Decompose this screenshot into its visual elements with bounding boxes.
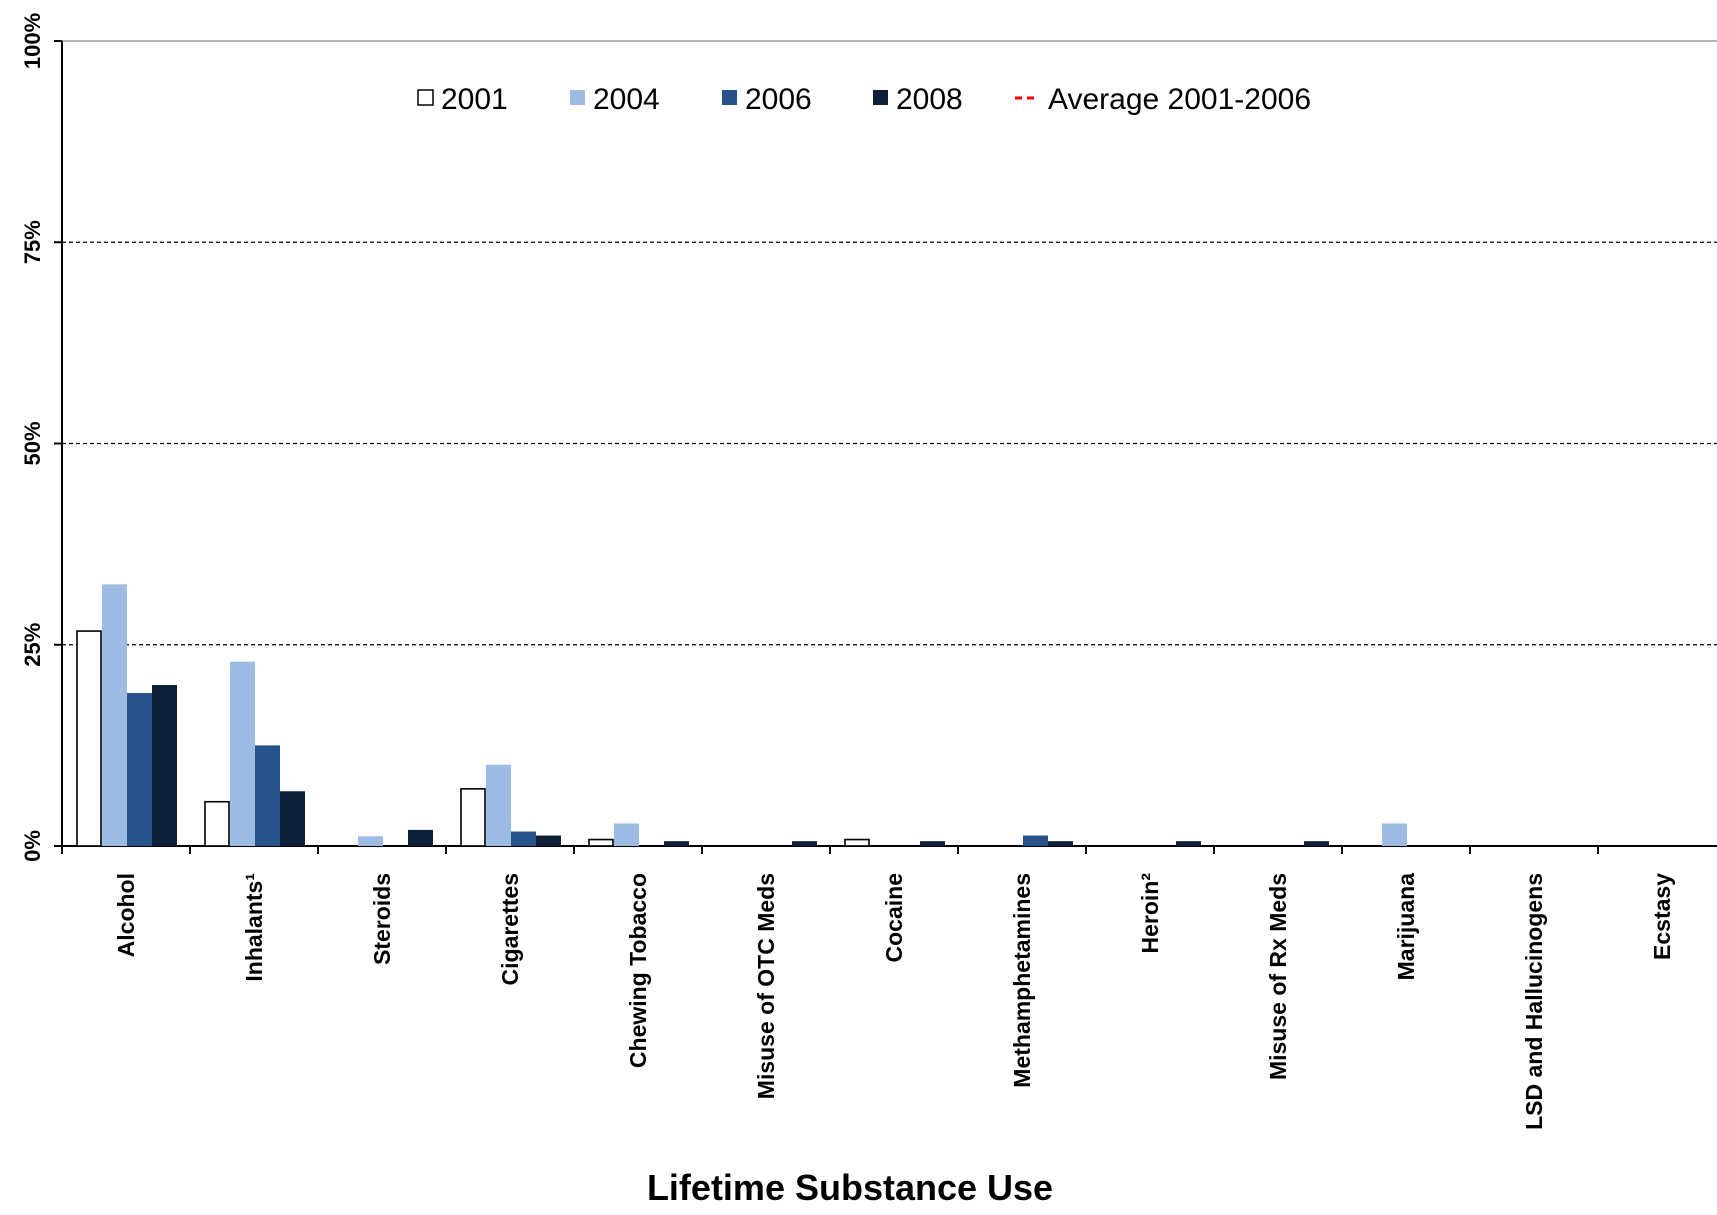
legend-item-2006: 2006 — [722, 83, 812, 116]
legend-label: 2001 — [441, 83, 508, 116]
legend-swatch — [722, 90, 737, 105]
legend-item-2008: 2008 — [873, 83, 963, 116]
bar-2008-2 — [408, 829, 433, 846]
bar-2006-1 — [255, 745, 280, 846]
bar-2001-1 — [204, 800, 230, 847]
legend-swatch — [570, 90, 585, 105]
legend-item-Average 2001-2006: Average 2001-2006 — [1015, 83, 1311, 116]
x-tick-label: Marijuana — [1393, 873, 1419, 981]
legend-item-2001: 2001 — [417, 83, 508, 116]
bar-2006-3 — [511, 831, 536, 846]
bar-2008-3 — [536, 835, 561, 846]
x-tick-label: Methamphetamines — [1009, 873, 1035, 1088]
legend-label: Average 2001-2006 — [1048, 83, 1311, 116]
legend-label: 2008 — [896, 83, 963, 116]
y-tick-label: 100% — [20, 13, 45, 69]
legend-label: 2004 — [593, 83, 660, 116]
x-tick-label: Inhalants¹ — [241, 873, 267, 982]
bar-2004-3 — [486, 764, 511, 846]
bar-2008-9 — [1304, 841, 1329, 846]
legend-label: 2006 — [745, 83, 812, 116]
gridlines — [62, 40, 1717, 646]
y-tick-label: 75% — [20, 220, 45, 264]
bars — [76, 584, 1407, 847]
bar-2008-8 — [1176, 841, 1201, 846]
bar-2001-3 — [460, 788, 486, 847]
bar-2008-6 — [920, 841, 945, 846]
x-tick-label: Ecstasy — [1649, 873, 1675, 960]
x-tick-label: Cigarettes — [497, 873, 523, 985]
legend-swatch — [417, 89, 434, 106]
x-tick-label: Steroids — [369, 873, 395, 965]
bar-2008-4 — [664, 841, 689, 846]
legend-swatch — [873, 90, 888, 105]
x-tick-label: Alcohol — [113, 873, 139, 957]
bar-2008-5 — [792, 841, 817, 846]
x-tick-label: Misuse of Rx Meds — [1265, 873, 1291, 1080]
x-tick-label: Cocaine — [881, 873, 907, 962]
bar-2008-1 — [280, 791, 305, 846]
y-tick-label: 0% — [20, 830, 45, 862]
bar-2006-0 — [127, 693, 152, 846]
bar-2001-4 — [588, 838, 614, 847]
x-tick-label: Heroin² — [1137, 873, 1163, 954]
bar-2006-7 — [1023, 835, 1048, 846]
x-axis-title: Lifetime Substance Use — [647, 1167, 1053, 1208]
bar-2004-10 — [1382, 823, 1407, 846]
axes — [54, 40, 1717, 854]
x-axis-tick-labels: Alcohol Inhalants¹ Steroids Cigarettes Chewi… — [113, 873, 1675, 1130]
bar-2008-0 — [152, 685, 177, 846]
x-tick-label: LSD and Hallucinogens — [1521, 873, 1547, 1130]
y-tick-label: 50% — [20, 421, 45, 465]
y-tick-label: 25% — [20, 623, 45, 667]
x-tick-label: Misuse of OTC Meds — [753, 873, 779, 1099]
bar-2008-7 — [1048, 841, 1073, 846]
bar-2001-0 — [76, 630, 102, 847]
bar-2004-0 — [102, 584, 127, 846]
average-markers — [87, 636, 1679, 850]
legend-item-2004: 2004 — [570, 83, 660, 116]
legend: 2001 2004 2006 2008 Average 2001-2006 — [417, 83, 1311, 116]
bar-2004-1 — [230, 661, 255, 846]
x-tick-label: Chewing Tobacco — [625, 873, 651, 1068]
y-axis-tick-labels: 0% 25% 50% 75% 100% — [20, 13, 45, 862]
